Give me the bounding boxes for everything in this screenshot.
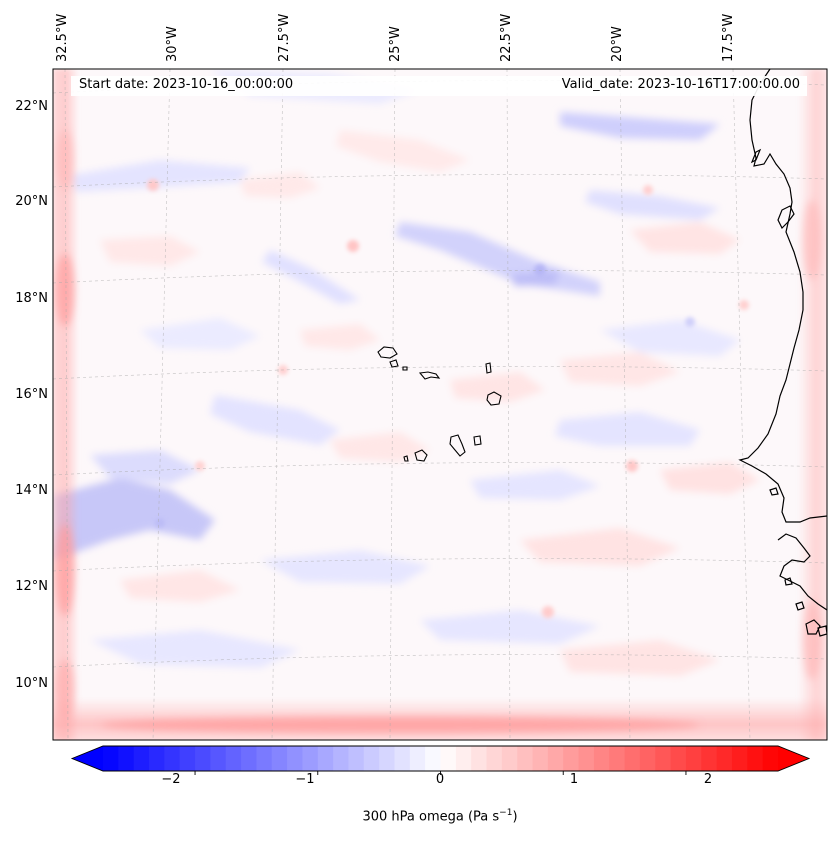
coast-mauritania-senegal [738,69,827,523]
colorbar-level [225,746,242,771]
colorbar-level [501,746,518,771]
colorbar-level [179,746,196,771]
colorbar-level [333,746,350,771]
colorbar-level [164,746,181,771]
colorbar-level [149,746,165,771]
coast-bijagos [784,577,827,637]
lon-label: 25°W [388,26,403,62]
colorbar-tick-label: −2 [161,772,181,787]
lon-label: 27.5°W [277,13,292,62]
colorbar-level [532,746,549,771]
island-santa-luzia [402,366,408,371]
date-banner [71,76,807,96]
colorbar-level [486,746,503,771]
colorbar-level [118,746,135,771]
colorbar-extend-low [72,746,103,771]
colorbar-level [302,746,319,771]
lat-label: 22°N [15,99,48,114]
map-frame [52,68,828,741]
colorbar-level [348,746,365,771]
colorbar-level [670,746,687,771]
colorbar-level [517,746,534,771]
colorbar-level [409,746,426,771]
lat-label: 20°N [15,194,48,209]
colorbar-level [210,746,227,771]
coast-banc-arguin [777,205,795,230]
colorbar-tick-label: 2 [703,772,713,787]
lon-label: 32.5°W [55,13,70,62]
colorbar-tick-label: 0 [435,772,445,787]
colorbar [70,745,811,775]
colorbar-level [609,746,626,771]
colorbar-level [655,746,672,771]
colorbar-level [624,746,641,771]
colorbar-level [471,746,488,771]
lat-label: 10°N [15,676,48,691]
start-date-label: Start date: 2023-10-16_00:00:00 [79,77,294,92]
colorbar-outline [70,745,811,772]
colorbar-level [241,746,258,771]
colorbar-level [455,746,472,771]
cape-verde-islands [377,346,502,462]
coast-cap-blanc [750,148,762,164]
omega-anomalies [55,70,760,676]
colorbar-level [256,746,273,771]
colorbar-tick-label: −1 [295,772,315,787]
colorbar-extend-high [778,746,809,771]
colorbar-level [271,746,288,771]
lat-label: 14°N [15,483,48,498]
colorbar-level [762,746,779,771]
lon-label: 17.5°W [721,13,736,62]
lat-label: 16°N [15,387,48,402]
island-sao-vicente [389,359,399,368]
colorbar-level [425,746,442,771]
colorbar-level [563,746,580,771]
colorbar-level [578,746,595,771]
island-sao-nicolau [418,371,441,380]
island-maio [473,435,482,446]
coast-dakar [769,487,779,496]
colorbar-level [363,746,380,771]
coast-gambia-guinea-bissau [777,533,827,611]
colorbar-label: 300 hPa omega (Pa s−1) [362,808,518,825]
lon-label: 22.5°W [499,13,514,62]
colorbar-level [317,746,334,771]
lat-label: 12°N [15,579,48,594]
colorbar-level [716,746,733,771]
colorbar-level [593,746,610,771]
lon-label: 20°W [610,26,625,62]
colorbar-level [440,746,457,771]
island-sal [485,362,492,374]
island-boa-vista [486,391,502,406]
omega-field [53,69,827,740]
island-brava [403,455,409,462]
colorbar-level [394,746,411,771]
colorbar-level [731,746,748,771]
african-coastline [738,69,827,637]
lon-label: 30°W [165,26,180,62]
valid-date-label: Valid_date: 2023-10-16T17:00:00.00 [561,77,800,92]
colorbar-level [287,746,304,771]
island-santo-antao [377,346,398,359]
colorbar-tick-label: 1 [569,772,579,787]
island-santiago [449,434,466,457]
colorbar-level [547,746,564,771]
colorbar-level [379,746,396,771]
colorbar-level [103,746,119,771]
colorbar-level [701,746,718,771]
colorbar-level [639,746,656,771]
colorbar-level [133,746,150,771]
island-fogo [414,449,428,462]
colorbar-level [195,746,211,771]
colorbar-level [747,746,764,771]
lat-label: 18°N [15,291,48,306]
colorbar-level [685,746,702,771]
